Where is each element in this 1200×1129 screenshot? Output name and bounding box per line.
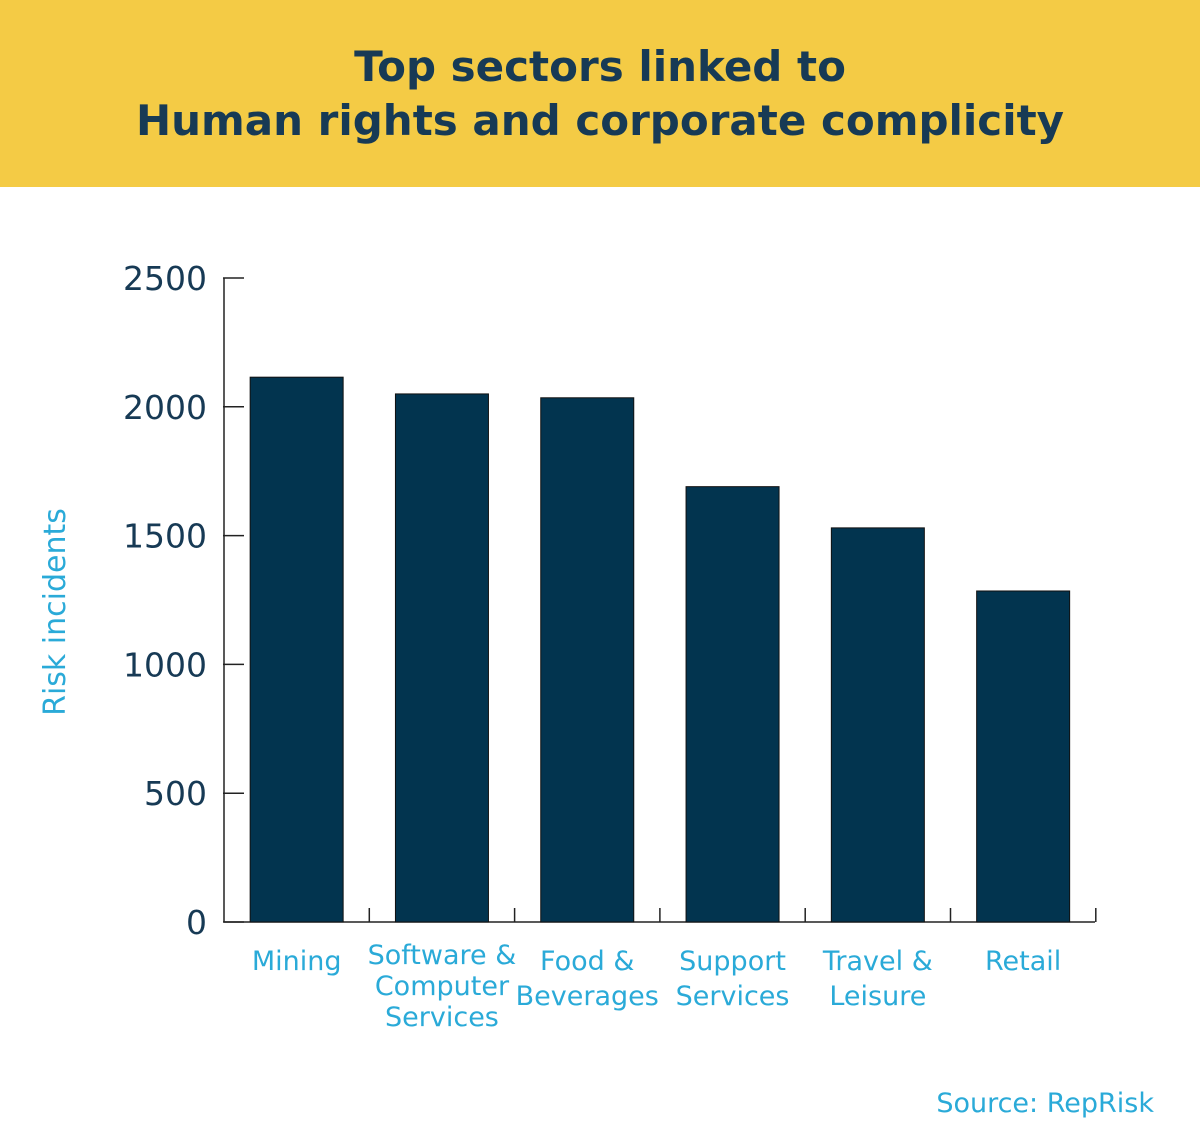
category-label: Leisure xyxy=(829,981,926,1012)
y-tick-label: 500 xyxy=(144,774,207,813)
y-tick-label: 0 xyxy=(186,903,207,942)
bar xyxy=(685,486,780,923)
category-label: Travel & xyxy=(822,946,933,977)
y-tick-label: 2000 xyxy=(123,388,207,427)
bar xyxy=(394,393,489,923)
y-tick-label: 1000 xyxy=(123,645,207,684)
category-label: Services xyxy=(385,1002,499,1033)
category-label: Support xyxy=(679,946,786,977)
chart-title-line-2: Human rights and corporate complicity xyxy=(135,95,1065,145)
bar xyxy=(540,397,635,923)
category-label: Mining xyxy=(252,946,342,977)
bar xyxy=(830,527,925,923)
category-label: Beverages xyxy=(516,981,659,1012)
category-label: Services xyxy=(676,981,790,1012)
y-tick-label: 2500 xyxy=(123,259,207,298)
chart-title-line-1: Top sectors linked to xyxy=(354,41,846,91)
y-tick-label: 1500 xyxy=(123,517,207,556)
bar xyxy=(976,590,1071,923)
category-label: Food & xyxy=(540,946,634,977)
bar-chart: 0 500 1000 1500 2000 2500 Mining Software &Comp… xyxy=(38,259,1097,1033)
category-label: Computer xyxy=(375,971,510,1002)
source-label: Source: RepRisk xyxy=(936,1088,1154,1119)
category-label: Software & xyxy=(368,940,517,971)
y-axis-title: Risk incidents xyxy=(38,508,73,716)
bar xyxy=(249,376,344,923)
category-label: Retail xyxy=(985,946,1061,977)
title-banner: Top sectors linked to Human rights and c… xyxy=(0,0,1200,187)
